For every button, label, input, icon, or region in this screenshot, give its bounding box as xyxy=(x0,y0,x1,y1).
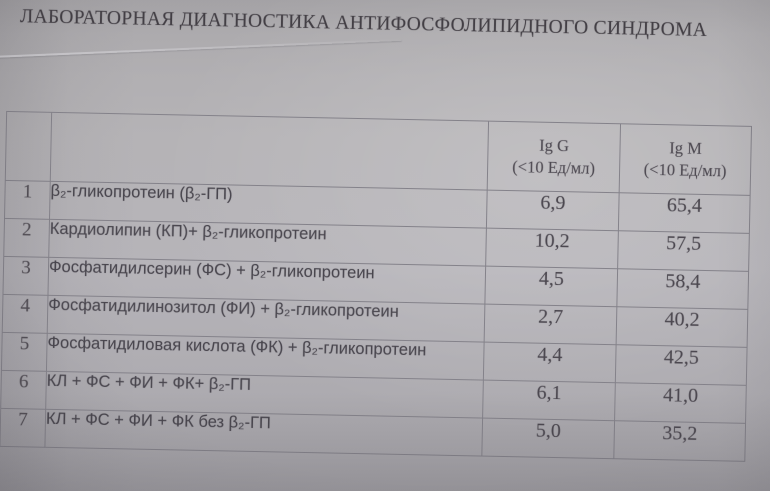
igg-value-cell: 10,2 xyxy=(485,228,619,269)
igg-value-cell: 6,9 xyxy=(486,190,620,231)
igm-reference-range: (<10 Ед/мл) xyxy=(643,159,727,181)
row-number-cell: 3 xyxy=(2,256,49,296)
test-name-cell: КЛ + ФС + ФИ + ФК без β₂-ГП xyxy=(44,409,483,457)
lab-results-table: Ig G (<10 Ед/мл) Ig M (<10 Ед/мл) 1 β₂-г… xyxy=(0,111,752,462)
igm-value-cell: 58,4 xyxy=(616,268,749,310)
igm-value-cell: 41,0 xyxy=(614,382,747,424)
header-blank-number xyxy=(5,111,52,182)
page-title: ЛАБОРАТОРНАЯ ДИАГНОСТИКА АНТИФОСФОЛИПИДН… xyxy=(19,6,708,41)
header-blank-test-name xyxy=(50,112,489,191)
row-number-cell: 1 xyxy=(4,180,51,220)
igm-value-cell: 65,4 xyxy=(618,192,751,234)
igg-value-cell: 2,7 xyxy=(484,304,617,345)
header-igm: Ig M (<10 Ед/мл) xyxy=(619,123,752,196)
header-igg: Ig G (<10 Ед/мл) xyxy=(487,121,621,193)
row-number-cell: 6 xyxy=(0,370,47,410)
igg-reference-range: (<10 Ед/мл) xyxy=(512,157,596,178)
igm-value-cell: 35,2 xyxy=(613,420,746,462)
igm-value-cell: 42,5 xyxy=(615,344,748,386)
row-number-cell: 4 xyxy=(2,294,48,334)
row-number-cell: 2 xyxy=(3,218,50,258)
igm-column-label: Ig M xyxy=(669,138,703,158)
igg-column-label: Ig G xyxy=(538,135,570,156)
igg-value-cell: 6,1 xyxy=(482,380,616,421)
igm-value-cell: 40,2 xyxy=(616,306,748,348)
igm-value-cell: 57,5 xyxy=(617,230,750,272)
row-number-cell: 5 xyxy=(1,332,48,372)
row-number-cell: 7 xyxy=(0,408,46,448)
igg-value-cell: 4,5 xyxy=(484,266,618,307)
igg-value-cell: 5,0 xyxy=(481,418,615,459)
igg-value-cell: 4,4 xyxy=(483,342,617,383)
